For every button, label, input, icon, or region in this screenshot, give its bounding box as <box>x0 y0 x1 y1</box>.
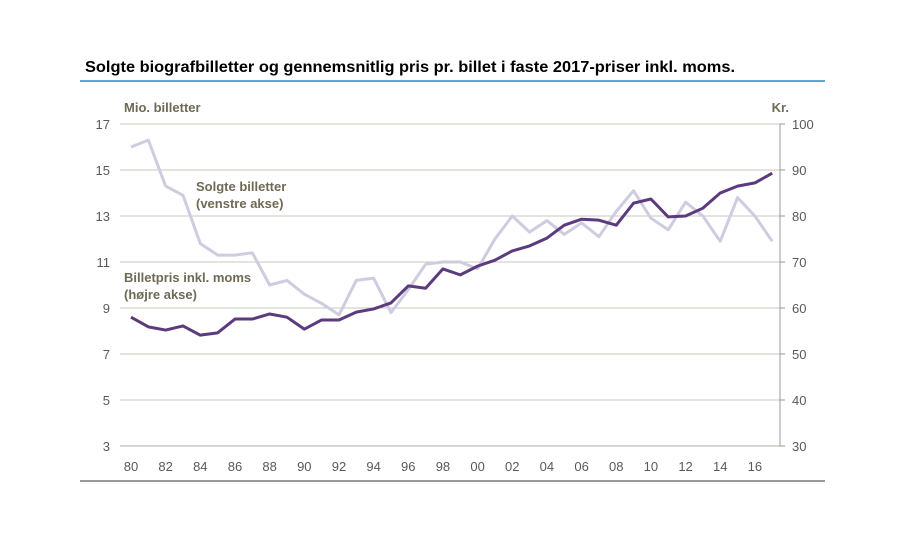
left-tick-label: 7 <box>103 347 110 362</box>
right-tick-label: 90 <box>792 163 806 178</box>
x-tick-label: 96 <box>401 459 415 474</box>
left-tick-label: 15 <box>96 163 110 178</box>
right-tick-label: 40 <box>792 393 806 408</box>
right-tick-label: 30 <box>792 439 806 454</box>
series-label-price-line1: Billetpris inkl. moms <box>124 270 251 285</box>
x-tick-label: 12 <box>678 459 692 474</box>
x-tick-label: 86 <box>228 459 242 474</box>
x-tick-label: 98 <box>436 459 450 474</box>
x-tick-label: 94 <box>366 459 380 474</box>
chart-title: Solgte biografbilletter og gennemsnitlig… <box>85 59 735 76</box>
left-tick-label: 17 <box>96 117 110 132</box>
series-label-tickets-line1: Solgte billetter <box>196 179 286 194</box>
x-tick-label: 04 <box>540 459 554 474</box>
price-line <box>130 171 773 337</box>
x-tick-label: 02 <box>505 459 519 474</box>
right-tick-label: 50 <box>792 347 806 362</box>
series-label-price: Billetpris inkl. moms (højre akse) <box>124 270 251 302</box>
x-tick-label: 84 <box>193 459 207 474</box>
right-tick-label: 60 <box>792 301 806 316</box>
series-label-tickets-line2: (venstre akse) <box>196 196 283 211</box>
x-tick-label: 10 <box>644 459 658 474</box>
tickets-line <box>130 138 774 317</box>
right-tick-label: 100 <box>792 117 814 132</box>
x-tick-label: 80 <box>124 459 138 474</box>
x-tick-label: 88 <box>262 459 276 474</box>
x-tick-label: 82 <box>158 459 172 474</box>
left-tick-label: 11 <box>97 255 111 270</box>
right-axis-label: Kr. <box>772 100 789 115</box>
x-tick-label: 92 <box>332 459 346 474</box>
right-tick-label: 70 <box>792 255 806 270</box>
x-tick-label: 08 <box>609 459 623 474</box>
right-tick-label: 80 <box>792 209 806 224</box>
x-tick-label: 06 <box>574 459 588 474</box>
x-tick-label: 90 <box>297 459 311 474</box>
x-tick-label: 14 <box>713 459 727 474</box>
series-label-price-line2: (højre akse) <box>124 287 197 302</box>
series-label-tickets: Solgte billetter (venstre akse) <box>196 179 286 211</box>
left-axis-label: Mio. billetter <box>124 100 201 115</box>
x-tick-label: 00 <box>470 459 484 474</box>
left-tick-label: 9 <box>103 301 110 316</box>
left-tick-label: 5 <box>103 393 110 408</box>
left-tick-label: 3 <box>103 439 110 454</box>
left-tick-label: 13 <box>96 209 110 224</box>
x-tick-label: 16 <box>748 459 762 474</box>
